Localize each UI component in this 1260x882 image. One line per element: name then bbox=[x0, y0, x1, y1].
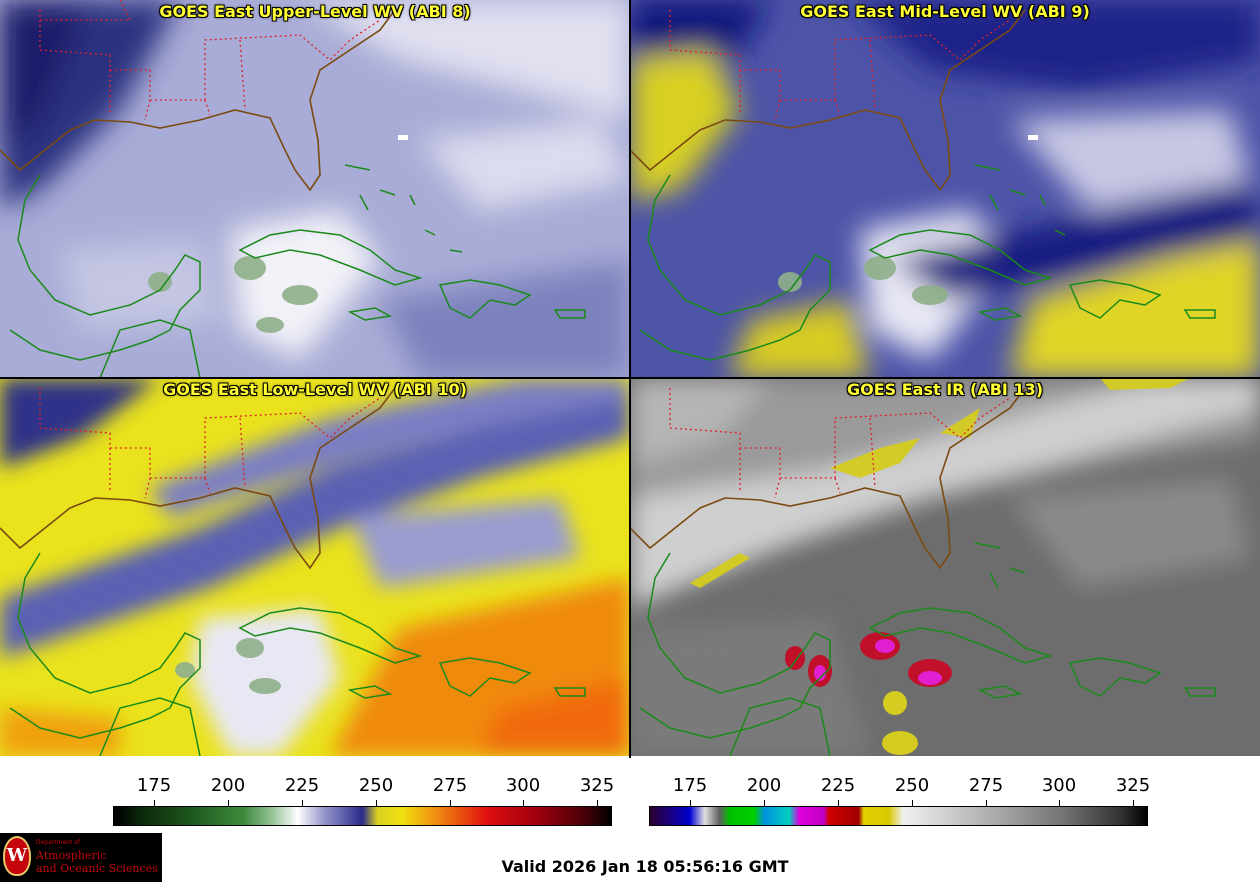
upper-level-wv-image bbox=[0, 0, 630, 378]
colorbar-tick-label: 200 bbox=[746, 775, 782, 796]
panel-divider-vertical bbox=[629, 0, 631, 758]
ir-colorbar bbox=[649, 806, 1148, 826]
colorbar-tick-label: 300 bbox=[1041, 775, 1077, 796]
colorbar-tick-label: 200 bbox=[210, 775, 246, 796]
panel-title: GOES East Low-Level WV (ABI 10) bbox=[163, 380, 467, 399]
colorbar-tick bbox=[1059, 800, 1060, 806]
colorbar-tick bbox=[228, 800, 229, 806]
colorbar-tick-label: 250 bbox=[358, 775, 394, 796]
uw-seal-icon: W bbox=[3, 836, 31, 876]
colorbar-tick bbox=[376, 800, 377, 806]
ir-image bbox=[630, 378, 1260, 756]
low-level-wv-image bbox=[0, 378, 630, 756]
colorbar-tick-label: 300 bbox=[505, 775, 541, 796]
logo-department-text: Department of bbox=[36, 839, 80, 846]
colorbar-tick-label: 225 bbox=[284, 775, 320, 796]
colorbar-tick bbox=[986, 800, 987, 806]
colorbar-tick-label: 325 bbox=[1115, 775, 1151, 796]
colorbar-tick-label: 250 bbox=[894, 775, 930, 796]
aos-logo: W Department of Atmospheric and Oceanic … bbox=[0, 833, 162, 882]
colorbar-tick bbox=[523, 800, 524, 806]
panel-divider-horizontal bbox=[0, 377, 1260, 379]
colorbar-tick bbox=[1133, 800, 1134, 806]
panel-mid-level-wv: GOES East Mid-Level WV (ABI 9) bbox=[630, 0, 1260, 378]
colorbar-tick-label: 275 bbox=[968, 775, 1004, 796]
wv-colorbar bbox=[113, 806, 612, 826]
colorbar-tick bbox=[690, 800, 691, 806]
panel-ir: GOES East IR (ABI 13) bbox=[630, 378, 1260, 756]
panel-title: GOES East Mid-Level WV (ABI 9) bbox=[800, 2, 1090, 21]
colorbar-tick-label: 325 bbox=[579, 775, 615, 796]
valid-time: Valid 2026 Jan 18 05:56:16 GMT bbox=[501, 857, 789, 876]
convective-cores bbox=[785, 632, 952, 755]
panel-title: GOES East Upper-Level WV (ABI 8) bbox=[159, 2, 471, 21]
colorbar-tick bbox=[450, 800, 451, 806]
colorbar-tick bbox=[838, 800, 839, 806]
colorbar-tick-label: 275 bbox=[432, 775, 468, 796]
panel-low-level-wv: GOES East Low-Level WV (ABI 10) bbox=[0, 378, 630, 756]
colorbar-tick bbox=[597, 800, 598, 806]
logo-line-2: and Oceanic Sciences bbox=[36, 862, 158, 875]
panel-title: GOES East IR (ABI 13) bbox=[846, 380, 1044, 399]
colorbar-tick bbox=[912, 800, 913, 806]
panel-upper-level-wv: GOES East Upper-Level WV (ABI 8) bbox=[0, 0, 630, 378]
colorbar-tick bbox=[764, 800, 765, 806]
logo-line-1: Atmospheric bbox=[36, 849, 107, 862]
colorbar-tick-label: 175 bbox=[672, 775, 708, 796]
mid-level-wv-image bbox=[630, 0, 1260, 378]
colorbar-tick-label: 225 bbox=[820, 775, 856, 796]
colorbar-tick-label: 175 bbox=[136, 775, 172, 796]
colorbar-tick bbox=[154, 800, 155, 806]
colorbar-tick bbox=[302, 800, 303, 806]
